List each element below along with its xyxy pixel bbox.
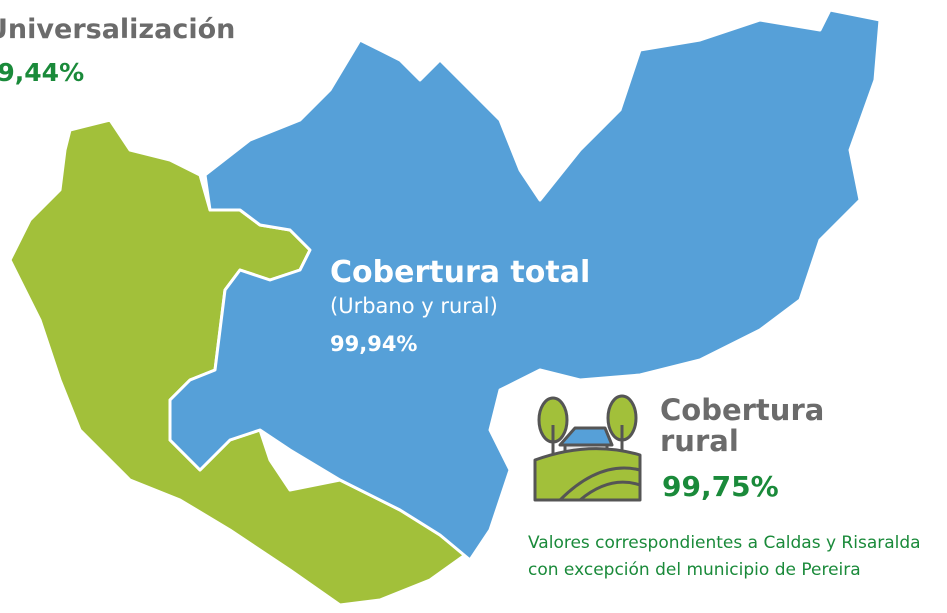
total-title: Cobertura total — [330, 255, 591, 290]
total-subtitle: (Urbano y rural) — [330, 294, 498, 318]
rural-title: rural — [660, 424, 739, 458]
header-value: 99,44% — [0, 58, 85, 87]
total-value: 99,94% — [330, 332, 418, 356]
note: Valores correspondientes a Caldas y Risa… — [528, 533, 921, 580]
header-title: Universalización — [0, 14, 236, 45]
rural-title: Cobertura — [660, 393, 825, 427]
farm-icon — [533, 394, 642, 502]
rural-value: 99,75% — [662, 470, 779, 503]
caldas — [168, 8, 882, 562]
